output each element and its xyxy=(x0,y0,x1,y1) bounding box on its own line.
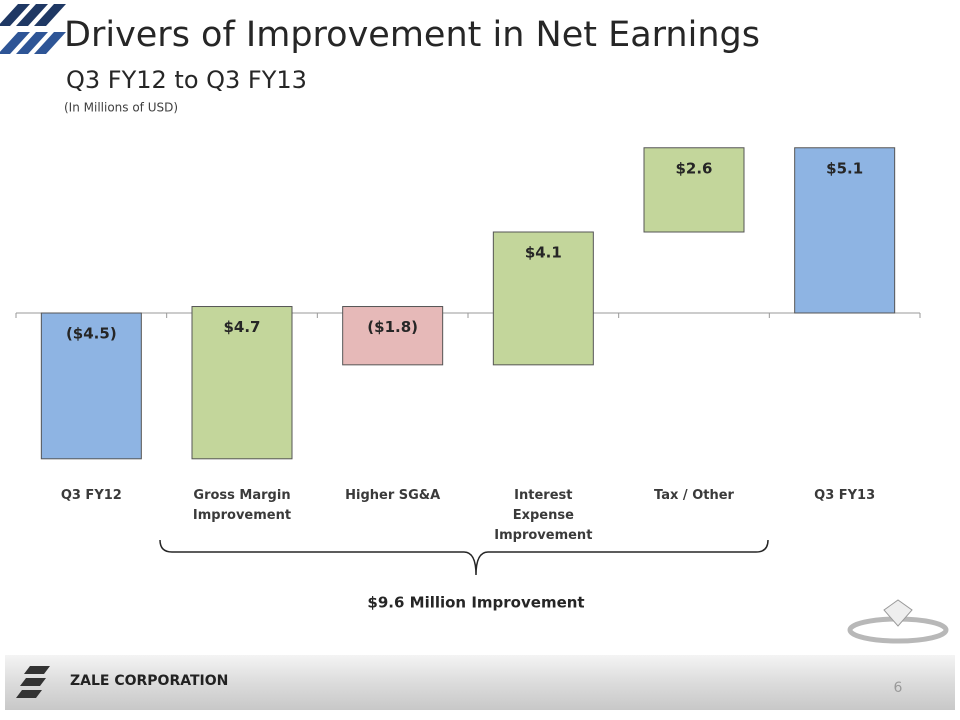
footer-logo xyxy=(16,666,50,698)
chart-title: Drivers of Improvement in Net Earnings xyxy=(64,15,760,55)
bar xyxy=(794,147,896,314)
x-tick-label: Q3 FY13 xyxy=(814,488,876,503)
company-name: ZALE CORPORATION xyxy=(70,673,228,689)
bar xyxy=(492,231,594,366)
x-tick-label: Gross Margin Improvement xyxy=(192,488,292,523)
logo xyxy=(0,4,66,54)
value-label: $2.6 xyxy=(675,159,712,177)
bar xyxy=(643,147,745,233)
bar xyxy=(40,312,142,460)
value-label: ($4.5) xyxy=(66,325,117,343)
bar xyxy=(191,306,293,460)
chart-subtitle: Q3 FY12 to Q3 FY13 xyxy=(66,66,307,94)
x-tick-label: Q3 FY12 xyxy=(60,488,122,503)
x-tick-label: Higher SG&A xyxy=(345,488,441,503)
value-label: $4.1 xyxy=(525,244,562,262)
brace xyxy=(159,539,769,576)
value-label: ($1.8) xyxy=(367,318,418,336)
annotation: $9.6 Million Improvement xyxy=(367,594,584,612)
value-label: $5.1 xyxy=(826,159,863,177)
x-tick-label: Interest Expense Improvement xyxy=(494,488,593,543)
footer-band xyxy=(5,655,955,710)
value-label: $4.7 xyxy=(223,318,260,336)
x-tick-label: Tax / Other xyxy=(654,488,734,503)
unit-note: (In Millions of USD) xyxy=(64,101,178,115)
ring xyxy=(847,599,949,644)
bar xyxy=(342,306,444,366)
page-number: 6 xyxy=(894,680,903,696)
